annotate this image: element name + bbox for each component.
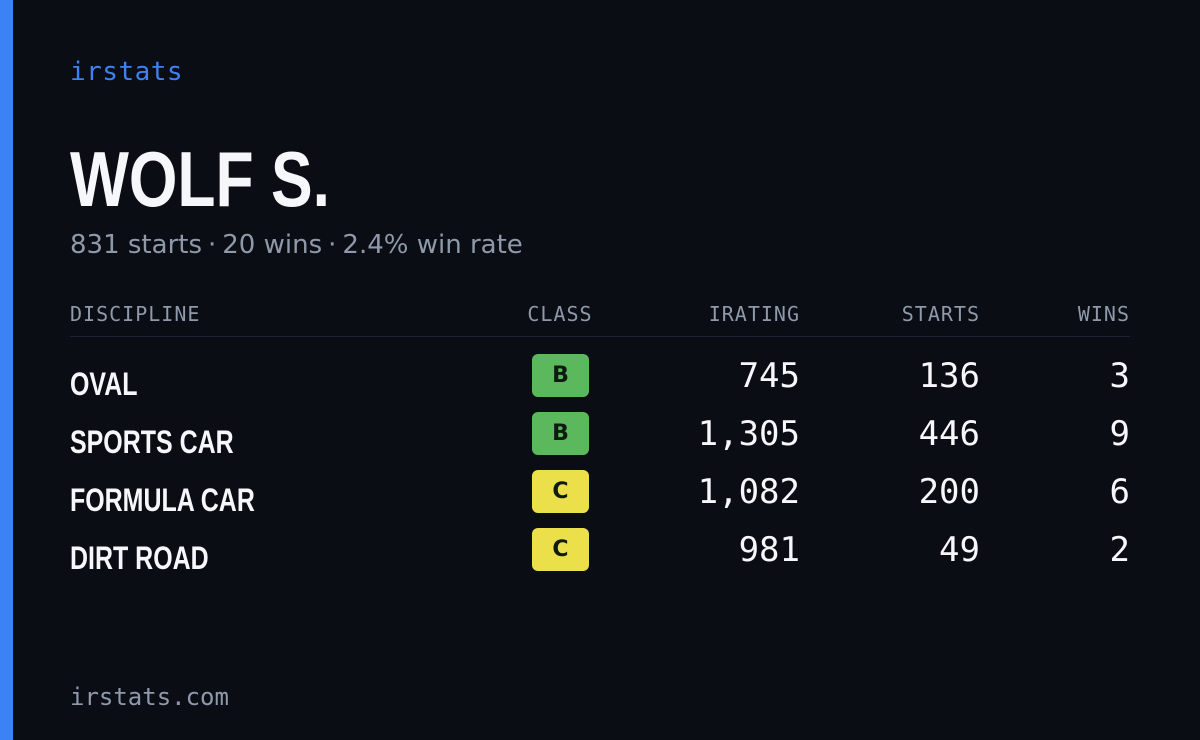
header-class: CLASS — [527, 302, 593, 326]
driver-summary: 831 starts · 20 wins · 2.4% win rate — [70, 228, 523, 262]
header-discipline: DISCIPLINE — [70, 302, 201, 326]
table-row: SPORTS CAR B 1,305 446 9 — [70, 412, 1130, 470]
table-body: OVAL B 745 136 3 SPORTS CAR B 1,305 446 … — [70, 354, 1130, 586]
row-starts: 136 — [918, 356, 980, 396]
header-starts: STARTS — [901, 302, 980, 326]
row-starts: 446 — [918, 414, 980, 454]
row-discipline: SPORTS CAR — [70, 424, 234, 460]
row-irating: 745 — [738, 356, 800, 396]
class-badge: B — [532, 354, 589, 397]
brand-logo-text: irstats — [70, 57, 184, 87]
header-wins: WINS — [1077, 302, 1130, 326]
row-wins: 3 — [1109, 356, 1130, 396]
class-badge: C — [532, 470, 589, 513]
class-badge: C — [532, 528, 589, 571]
driver-name: WOLF S. — [70, 135, 330, 223]
summary-separator: · — [208, 230, 217, 260]
accent-bar — [0, 0, 13, 740]
row-wins: 9 — [1109, 414, 1130, 454]
row-discipline: OVAL — [70, 366, 138, 402]
summary-wins: 20 wins — [222, 230, 323, 260]
header-irating: IRATING — [708, 302, 800, 326]
row-discipline: FORMULA CAR — [70, 482, 255, 518]
table-row: FORMULA CAR C 1,082 200 6 — [70, 470, 1130, 528]
row-irating: 1,082 — [697, 472, 800, 512]
row-irating: 981 — [738, 530, 800, 570]
table-row: OVAL B 745 136 3 — [70, 354, 1130, 412]
table-header: DISCIPLINE CLASS IRATING STARTS WINS — [70, 296, 1130, 337]
row-discipline: DIRT ROAD — [70, 540, 209, 576]
row-wins: 2 — [1109, 530, 1130, 570]
summary-separator: · — [328, 230, 337, 260]
row-starts: 200 — [918, 472, 980, 512]
class-badge: B — [532, 412, 589, 455]
summary-win-rate: 2.4% win rate — [342, 230, 523, 260]
row-irating: 1,305 — [697, 414, 800, 454]
table-row: DIRT ROAD C 981 49 2 — [70, 528, 1130, 586]
discipline-table: DISCIPLINE CLASS IRATING STARTS WINS OVA… — [70, 296, 1130, 586]
row-starts: 49 — [939, 530, 980, 570]
summary-starts: 831 starts — [70, 230, 202, 260]
row-wins: 6 — [1109, 472, 1130, 512]
footer-url: irstats.com — [70, 683, 229, 711]
